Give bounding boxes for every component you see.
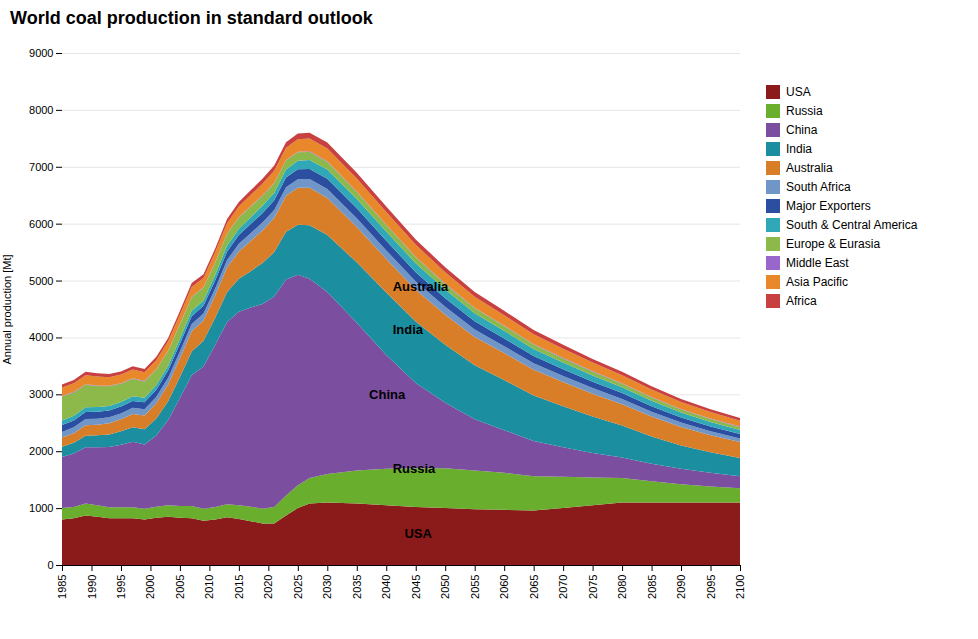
svg-text:2100: 2100 <box>734 575 746 599</box>
svg-text:0: 0 <box>47 559 53 571</box>
svg-text:2000: 2000 <box>29 445 53 457</box>
svg-text:2050: 2050 <box>439 575 451 599</box>
svg-text:2010: 2010 <box>203 575 215 599</box>
svg-text:2040: 2040 <box>380 575 392 599</box>
svg-text:1995: 1995 <box>115 575 127 599</box>
svg-text:2075: 2075 <box>587 575 599 599</box>
html-text:Middle East: Middle East <box>786 256 849 270</box>
svg-text:2095: 2095 <box>705 575 717 599</box>
svg-text:2005: 2005 <box>174 575 186 599</box>
html-text:Major Exporters: Major Exporters <box>786 199 871 213</box>
svg-text:1000: 1000 <box>29 502 53 514</box>
html-text:Africa: Africa <box>786 294 817 308</box>
html-text:South & Central America: South & Central America <box>786 218 918 232</box>
svg-text:2045: 2045 <box>410 575 422 599</box>
html-text:World coal production in stand: World coal production in standard outloo… <box>10 8 373 28</box>
svg-text:1990: 1990 <box>85 575 97 599</box>
html-text:USA: USA <box>786 85 811 99</box>
svg-text:9000: 9000 <box>29 47 53 59</box>
html-text:Australia: Australia <box>786 161 833 175</box>
html-text:South Africa: South Africa <box>786 180 851 194</box>
svg-text:1985: 1985 <box>56 575 68 599</box>
svg-text:Russia: Russia <box>393 461 436 476</box>
svg-text:5000: 5000 <box>29 275 53 287</box>
svg-text:2090: 2090 <box>675 575 687 599</box>
svg-text:6000: 6000 <box>29 218 53 230</box>
svg-text:USA: USA <box>404 526 432 541</box>
svg-text:2015: 2015 <box>233 575 245 599</box>
svg-text:2030: 2030 <box>321 575 333 599</box>
svg-text:2035: 2035 <box>351 575 363 599</box>
svg-text:2060: 2060 <box>498 575 510 599</box>
svg-text:7000: 7000 <box>29 161 53 173</box>
html-text:Russia: Russia <box>786 104 823 118</box>
html-text:Asia Pacific: Asia Pacific <box>786 275 848 289</box>
html-text:Europe & Eurasia: Europe & Eurasia <box>786 237 881 251</box>
svg-text:8000: 8000 <box>29 104 53 116</box>
svg-text:2085: 2085 <box>646 575 658 599</box>
svg-text:2025: 2025 <box>292 575 304 599</box>
svg-text:2055: 2055 <box>469 575 481 599</box>
svg-text:2065: 2065 <box>528 575 540 599</box>
svg-text:Annual production [Mt]: Annual production [Mt] <box>1 254 13 364</box>
svg-text:3000: 3000 <box>29 388 53 400</box>
svg-text:Australia: Australia <box>393 279 449 294</box>
html-text:India: India <box>786 142 812 156</box>
html-text:China: China <box>786 123 818 137</box>
svg-text:2080: 2080 <box>616 575 628 599</box>
svg-text:2000: 2000 <box>144 575 156 599</box>
svg-text:2020: 2020 <box>262 575 274 599</box>
svg-text:India: India <box>393 322 424 337</box>
svg-text:2070: 2070 <box>557 575 569 599</box>
svg-text:4000: 4000 <box>29 331 53 343</box>
svg-text:China: China <box>369 387 406 402</box>
